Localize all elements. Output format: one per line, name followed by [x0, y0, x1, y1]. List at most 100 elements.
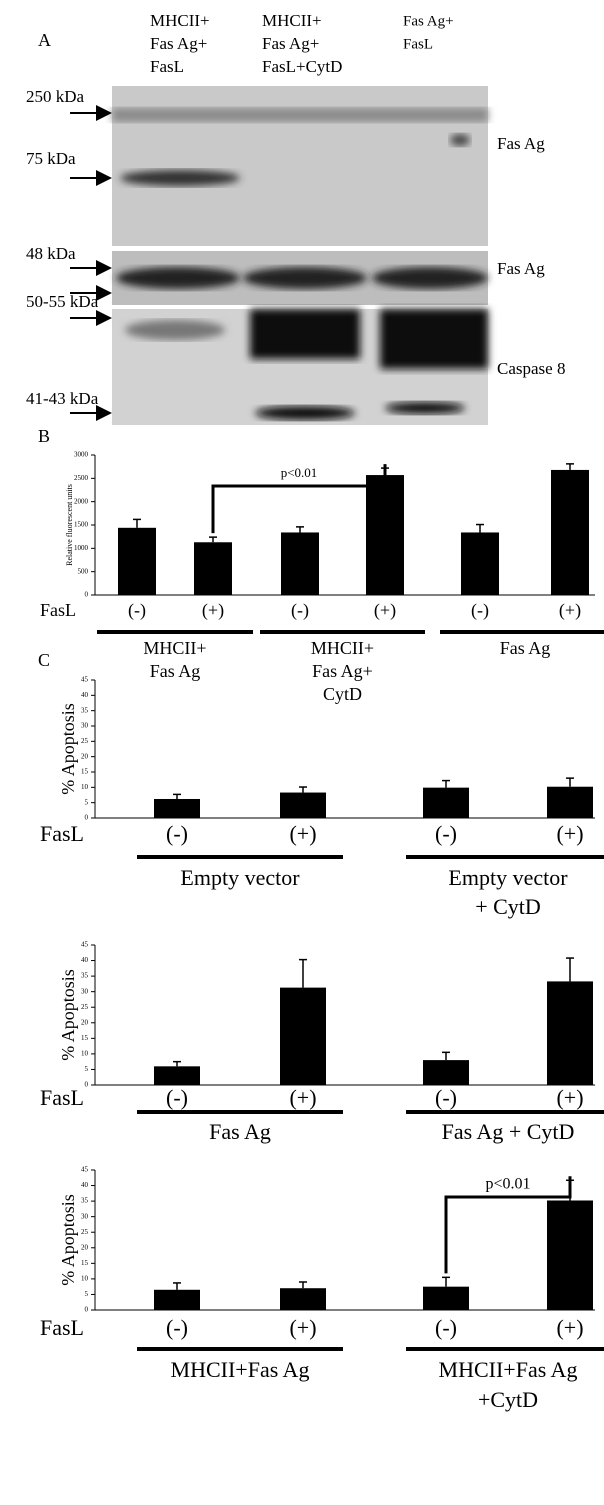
y-tick-label: 0	[85, 814, 89, 822]
y-tick-label: 45	[81, 676, 89, 684]
bar	[366, 475, 404, 595]
y-tick-label: 30	[81, 987, 89, 995]
panel-label: C	[38, 650, 50, 670]
target-label: Caspase 8	[497, 359, 565, 378]
x-tick-label: (-)	[435, 1315, 457, 1340]
y-tick-label: 0	[85, 1081, 89, 1089]
y-tick-label: 0	[85, 591, 89, 599]
x-axis-label: FasL	[40, 821, 84, 846]
x-tick-label: (+)	[289, 1315, 316, 1340]
lane-label: Fas Ag+	[403, 13, 454, 29]
lane-label: MHCII+	[262, 11, 322, 30]
y-tick-label: 30	[81, 1212, 89, 1220]
y-tick-label: 10	[81, 1049, 89, 1057]
y-tick-label: 20	[81, 752, 89, 760]
y-axis-label: Relative fluorescent units	[65, 484, 74, 566]
y-axis-label: % Apoptosis	[58, 1194, 78, 1286]
y-tick-label: 3000	[74, 451, 89, 459]
x-tick-label: (+)	[556, 1315, 583, 1340]
group-label: MHCII+	[311, 638, 374, 658]
y-tick-label: 25	[81, 1003, 89, 1011]
y-tick-label: 15	[81, 768, 89, 776]
marker-label: 48 kDa	[26, 244, 76, 263]
y-tick-label: 15	[81, 1259, 89, 1267]
y-tick-label: 0	[85, 1306, 89, 1314]
group-label: Empty vector	[448, 865, 568, 890]
y-tick-label: 5	[85, 798, 89, 806]
y-tick-label: 40	[81, 691, 89, 699]
y-tick-label: 35	[81, 1197, 89, 1205]
y-tick-label: 45	[81, 1166, 89, 1174]
y-tick-label: 25	[81, 1228, 89, 1236]
x-tick-label: (+)	[202, 600, 224, 621]
bar	[280, 988, 326, 1085]
bar	[194, 542, 232, 595]
y-tick-label: 1000	[74, 544, 89, 552]
y-tick-label: 1500	[74, 521, 89, 529]
y-tick-label: 45	[81, 941, 89, 949]
x-tick-label: (-)	[166, 1315, 188, 1340]
bar	[118, 528, 156, 595]
blot-images	[112, 86, 488, 425]
y-tick-label: 10	[81, 1274, 89, 1282]
significance-label: p<0.01	[281, 465, 318, 480]
y-tick-label: 2000	[74, 497, 89, 505]
x-tick-label: (-)	[435, 821, 457, 846]
y-tick-label: 10	[81, 783, 89, 791]
group-label: Fas Ag	[150, 661, 201, 681]
x-tick-label: (+)	[559, 600, 581, 621]
bar	[280, 793, 326, 818]
target-label: Fas Ag	[497, 134, 545, 153]
bar	[280, 1288, 326, 1310]
x-tick-label: (+)	[556, 1085, 583, 1110]
y-tick-label: 30	[81, 722, 89, 730]
lane-label: Fas Ag+	[150, 34, 207, 53]
significance-label: p<0.01	[485, 1176, 530, 1193]
lane-label: MHCII+	[150, 11, 210, 30]
x-tick-label: (-)	[166, 1085, 188, 1110]
group-label: MHCII+Fas Ag	[171, 1357, 310, 1382]
group-label: Empty vector	[180, 865, 300, 890]
group-label: CytD	[323, 684, 362, 704]
panel-label: B	[38, 426, 50, 446]
x-tick-label: (-)	[291, 600, 309, 621]
y-tick-label: 40	[81, 956, 89, 964]
x-axis-label: FasL	[40, 600, 76, 620]
group-label: Fas Ag + CytD	[442, 1119, 575, 1144]
group-label: MHCII+Fas Ag	[439, 1357, 578, 1382]
bar	[547, 787, 593, 818]
lane-label: Fas Ag+	[262, 34, 319, 53]
y-tick-label: 2500	[74, 474, 89, 482]
y-tick-label: 5	[85, 1065, 89, 1073]
group-label: Fas Ag	[500, 638, 551, 658]
marker-label: 41-43 kDa	[26, 389, 99, 408]
bar	[423, 1287, 469, 1310]
x-tick-label: (-)	[128, 600, 146, 621]
figure: AMHCII+Fas Ag+FasLMHCII+Fas Ag+FasL+CytD…	[0, 0, 604, 1505]
target-label: Fas Ag	[497, 259, 545, 278]
y-tick-label: 15	[81, 1034, 89, 1042]
group-label: MHCII+	[143, 638, 206, 658]
y-tick-label: 35	[81, 706, 89, 714]
y-tick-label: 35	[81, 972, 89, 980]
y-tick-label: 20	[81, 1018, 89, 1026]
bar	[551, 470, 589, 595]
x-tick-label: (-)	[166, 821, 188, 846]
bar	[281, 532, 319, 595]
y-axis-label: % Apoptosis	[58, 703, 78, 795]
group-label: Fas Ag+	[312, 661, 373, 681]
x-tick-label: (+)	[374, 600, 396, 621]
lane-label: FasL	[150, 57, 184, 76]
bar	[154, 1066, 200, 1085]
group-label: +CytD	[478, 1387, 538, 1412]
bar	[547, 981, 593, 1085]
bar	[154, 799, 200, 818]
x-tick-label: (+)	[289, 821, 316, 846]
marker-label: 50-55 kDa	[26, 292, 99, 311]
x-axis-label: FasL	[40, 1315, 84, 1340]
bar	[423, 1060, 469, 1085]
group-label: Fas Ag	[209, 1119, 271, 1144]
x-tick-label: (+)	[289, 1085, 316, 1110]
y-tick-label: 20	[81, 1243, 89, 1251]
y-tick-label: 40	[81, 1181, 89, 1189]
